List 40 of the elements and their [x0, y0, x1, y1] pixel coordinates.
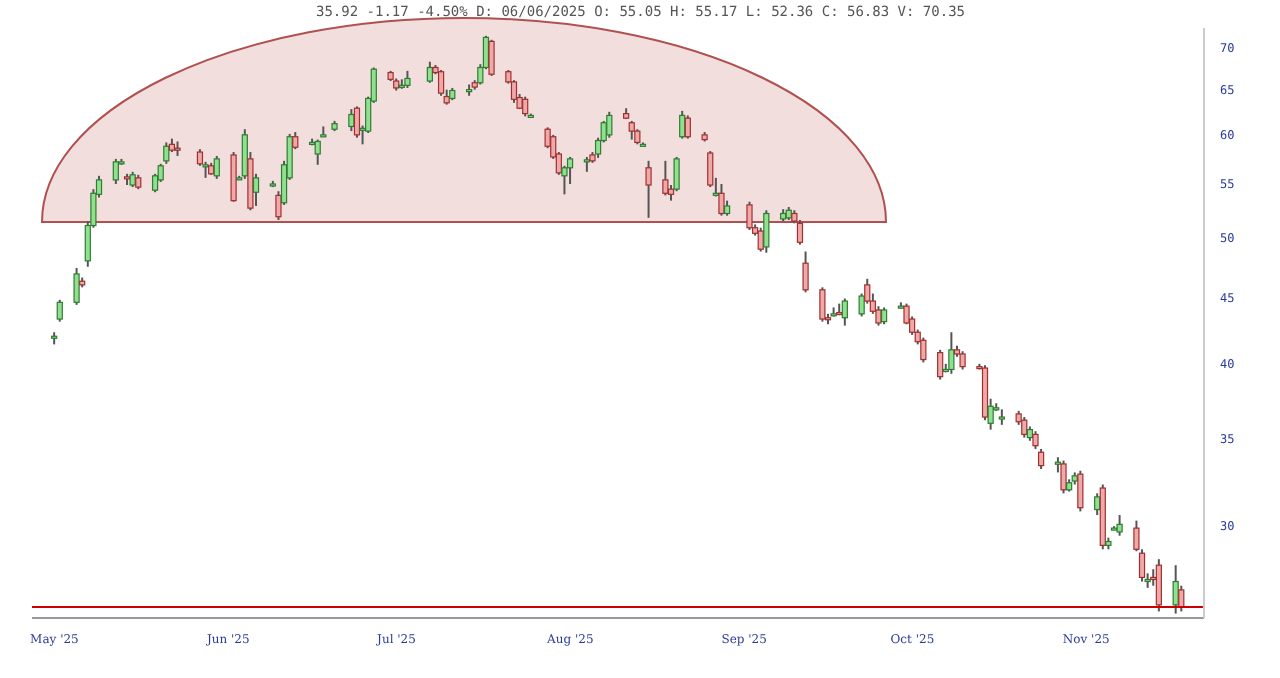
candlestick	[763, 209, 770, 254]
candlestick	[948, 331, 955, 375]
candlestick	[679, 109, 686, 140]
candlestick	[488, 38, 495, 77]
candlestick	[1060, 459, 1067, 495]
candlestick	[606, 110, 613, 139]
candlestick	[645, 159, 652, 219]
candlestick	[959, 350, 966, 371]
candlestick	[1094, 492, 1101, 517]
candlestick	[819, 286, 826, 323]
candlestick	[920, 336, 927, 364]
candlestick	[348, 108, 355, 133]
candlestick	[112, 157, 119, 185]
candlestick	[522, 95, 529, 118]
candlestick	[628, 119, 635, 141]
candlestick	[1155, 558, 1162, 613]
candlestick	[1116, 514, 1123, 537]
candlestick	[230, 151, 237, 203]
candlestick	[252, 172, 260, 207]
candlestick	[314, 138, 321, 166]
candlestick	[353, 105, 361, 139]
candlestick	[673, 155, 680, 193]
candlestick	[1077, 469, 1084, 513]
candlestick	[151, 172, 159, 194]
candlestick	[707, 150, 714, 189]
candlestick	[662, 159, 669, 197]
candlestick	[437, 69, 445, 97]
candlestick	[937, 348, 944, 381]
candlestick	[73, 266, 80, 306]
candlestick	[802, 250, 809, 294]
candlestick	[426, 60, 433, 84]
candlestick	[1021, 416, 1028, 439]
candlestick	[841, 297, 848, 327]
candlestick	[56, 298, 63, 323]
candlestick	[718, 182, 725, 217]
candlestick	[684, 114, 691, 140]
candlestick	[1037, 447, 1045, 471]
candlestick	[746, 200, 753, 231]
candlestick	[213, 154, 220, 180]
candlestick	[796, 219, 804, 246]
